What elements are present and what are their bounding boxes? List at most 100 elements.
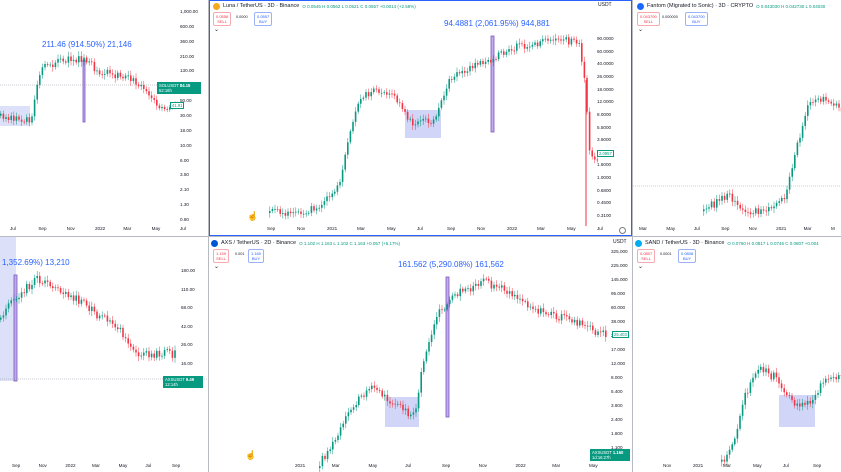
candle-body (446, 304, 448, 310)
price-chart-axs[interactable] (209, 237, 632, 472)
candle-body (109, 320, 111, 322)
candle-body (148, 351, 150, 358)
candle-body (451, 79, 453, 80)
collapse-chevron-icon[interactable]: ⌄ (214, 264, 220, 270)
candle-body (83, 57, 85, 63)
sell-button[interactable]: 0.0807 SELL (637, 249, 656, 263)
sell-button[interactable]: 1.159 SELL (213, 249, 230, 263)
candle-body (825, 96, 827, 101)
range-box (490, 35, 495, 133)
price-axis-label: 30.00 (180, 113, 192, 118)
symbol-title[interactable]: Fantom (Migrated to Sonic) · 3D · CRYPTO (647, 3, 754, 9)
candle-body (391, 403, 394, 405)
candle-body (493, 284, 495, 289)
candle-body (276, 208, 279, 210)
collapse-chevron-icon[interactable]: ⌄ (638, 27, 644, 33)
symbol-title[interactable]: AXS / TetherUS · 2D · Binance (221, 240, 297, 246)
candle-body (557, 38, 560, 40)
chart-legend[interactable]: Luna / TetherUS · 3D · Binance O 0.0545 … (213, 0, 416, 12)
symbol-title[interactable]: SAND / TetherUS · 3D · Binance (645, 240, 725, 246)
buy-button[interactable]: 1.160 BUY (248, 249, 265, 263)
chart-pane-axs-left[interactable]: 1,352.69%) 13,210 180.00 110.00 68.00 42.00… (0, 237, 208, 472)
chart-pane-luna[interactable]: Luna / TetherUS · 3D · Binance O 0.0545 … (209, 0, 632, 236)
price-tag-secondary: 25.403 (612, 331, 629, 338)
candle-body (438, 107, 440, 117)
candle-body (326, 196, 328, 202)
fantom-coin-icon (637, 2, 644, 10)
chart-legend[interactable]: Fantom (Migrated to Sonic) · 3D · CRYPTO… (637, 0, 825, 12)
candle-body (529, 306, 532, 308)
candle-body (521, 43, 523, 45)
buy-button[interactable]: 0.043700 BUY (685, 12, 708, 26)
chart-legend[interactable]: AXS / TetherUS · 2D · Binance O 1.102 H … (211, 237, 400, 249)
price-chart-luna[interactable] (209, 0, 632, 236)
candle-body (773, 372, 775, 380)
price-chart-sand[interactable] (633, 237, 841, 472)
sell-button[interactable]: 0.0556 SELL (213, 12, 232, 26)
candle-body (778, 201, 780, 203)
buy-button[interactable]: 0.0808 BUY (678, 249, 697, 263)
price-chart-sol[interactable] (0, 0, 208, 236)
chart-pane-sand[interactable]: SAND / TetherUS · 3D · Binance O 0.0760 … (633, 237, 841, 472)
candle-body (482, 61, 484, 64)
candle-body (313, 206, 315, 211)
time-axis-label: Mar (92, 463, 100, 468)
candle-body (36, 84, 38, 100)
candle-body (373, 88, 375, 93)
price-chart-ftm[interactable] (633, 0, 841, 236)
candle-body (736, 200, 739, 205)
chart-legend[interactable]: SAND / TetherUS · 3D · Binance O 0.0760 … (635, 237, 819, 249)
price-chart-axs-left[interactable] (0, 237, 208, 472)
candle-body (98, 315, 101, 319)
candle-body (801, 125, 804, 138)
candle-body (137, 84, 140, 87)
chart-pane-ftm[interactable]: Fantom (Migrated to Sonic) · 3D · CRYPTO… (633, 0, 841, 236)
candle-body (65, 61, 67, 63)
candle-body (104, 73, 106, 75)
candle-body (835, 103, 838, 106)
price-axis-label: 3.50 (180, 172, 189, 178)
candle-body (41, 283, 44, 285)
candle-body (368, 389, 370, 391)
candle-body (563, 314, 565, 316)
candle-body (599, 331, 602, 333)
candle-body (757, 369, 759, 374)
chart-pane-sol[interactable]: 211.46 (914.50%) 21,146 1,000.00 600.00 36… (0, 0, 208, 236)
candle-body (752, 377, 754, 383)
candle-body (458, 72, 461, 74)
candle-body (101, 315, 103, 317)
candle-body (399, 102, 401, 104)
candle-body (10, 115, 12, 120)
collapse-chevron-icon[interactable]: ⌄ (638, 264, 644, 270)
candle-body (28, 117, 31, 123)
axis-unit: USDT (613, 239, 627, 245)
candle-body (52, 286, 54, 289)
candle-body (436, 316, 438, 325)
spread-value: 0.0001 (660, 252, 672, 256)
pane-separator[interactable] (0, 236, 841, 237)
candle-body (511, 291, 513, 297)
candle-body (503, 285, 506, 291)
collapse-chevron-icon[interactable]: ⌄ (214, 27, 220, 33)
candle-body (391, 93, 393, 95)
candle-body (786, 189, 788, 200)
price-axis-label: 18.0000 (597, 86, 614, 92)
symbol-title[interactable]: Luna / TetherUS · 3D · Binance (223, 3, 300, 9)
time-axis-label: Jul (180, 226, 186, 231)
candle-body (778, 377, 780, 384)
candle-body (117, 72, 119, 79)
candle-body (560, 314, 563, 321)
candle-body (13, 115, 15, 121)
buy-button[interactable]: 0.0557 BUY (254, 12, 273, 26)
candle-body (20, 119, 23, 122)
time-axis-label: May (387, 226, 396, 231)
candle-body (728, 449, 731, 455)
settings-gear-icon[interactable] (619, 227, 626, 234)
time-axis-label: 2021 (693, 463, 704, 468)
time-axis-label: 2021 (776, 226, 787, 231)
chart-pane-axs[interactable]: AXS / TetherUS · 2D · Binance O 1.102 H … (209, 237, 632, 472)
candle-body (388, 93, 391, 95)
candle-body (412, 412, 415, 415)
sell-button[interactable]: 0.043700 SELL (637, 12, 660, 26)
candle-body (339, 181, 341, 186)
